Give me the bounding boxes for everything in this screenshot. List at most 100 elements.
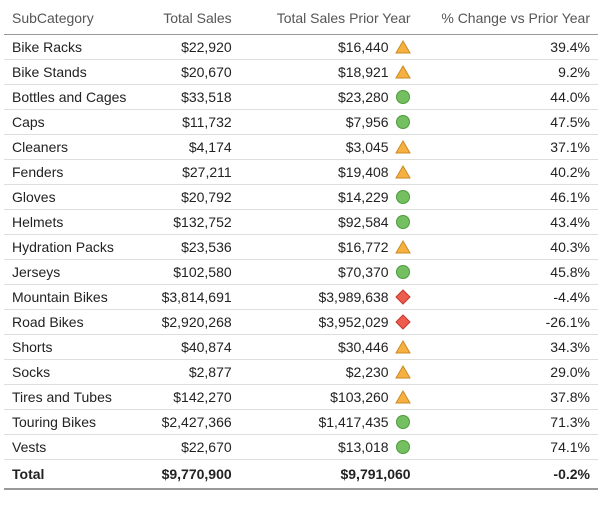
table-row[interactable]: Caps $11,732 $7,956 47.5% [4,110,598,135]
cell-prior-year: $14,229 [240,185,419,210]
table-row[interactable]: Socks $2,877 $2,230 29.0% [4,360,598,385]
cell-prior-year: $30,446 [240,335,419,360]
cell-pct-change: 34.3% [419,335,598,360]
cell-subcategory: Road Bikes [4,310,134,335]
table-row[interactable]: Gloves $20,792 $14,229 46.1% [4,185,598,210]
cell-prior-year: $13,018 [240,435,419,460]
circle-icon [395,214,411,230]
table-row[interactable]: Road Bikes $2,920,268 $3,952,029 -26.1% [4,310,598,335]
prior-year-value: $30,446 [311,339,389,355]
cell-total-sales: $27,211 [134,160,239,185]
cell-subcategory: Touring Bikes [4,410,134,435]
total-prior: $9,791,060 [240,460,419,490]
prior-year-value: $3,952,029 [311,314,389,330]
triangle-up-icon [395,339,411,355]
total-sales: $9,770,900 [134,460,239,490]
cell-pct-change: 44.0% [419,85,598,110]
cell-total-sales: $11,732 [134,110,239,135]
prior-year-value: $3,045 [311,139,389,155]
table-row[interactable]: Tires and Tubes $142,270 $103,260 37.8% [4,385,598,410]
cell-subcategory: Vests [4,435,134,460]
table-row[interactable]: Bike Stands $20,670 $18,921 9.2% [4,60,598,85]
cell-subcategory: Shorts [4,335,134,360]
cell-total-sales: $2,920,268 [134,310,239,335]
cell-total-sales: $22,920 [134,35,239,60]
cell-total-sales: $142,270 [134,385,239,410]
table-row[interactable]: Bike Racks $22,920 $16,440 39.4% [4,35,598,60]
cell-pct-change: 40.3% [419,235,598,260]
prior-year-value: $16,440 [311,39,389,55]
cell-total-sales: $3,814,691 [134,285,239,310]
cell-subcategory: Hydration Packs [4,235,134,260]
circle-icon [395,189,411,205]
prior-year-value: $1,417,435 [311,414,389,430]
cell-prior-year: $3,952,029 [240,310,419,335]
cell-subcategory: Fenders [4,160,134,185]
cell-subcategory: Gloves [4,185,134,210]
cell-prior-year: $70,370 [240,260,419,285]
col-header-total-sales[interactable]: Total Sales [134,4,239,35]
triangle-up-icon [395,64,411,80]
cell-prior-year: $16,772 [240,235,419,260]
cell-total-sales: $40,874 [134,335,239,360]
cell-total-sales: $4,174 [134,135,239,160]
total-row: Total $9,770,900 $9,791,060 -0.2% [4,460,598,490]
cell-total-sales: $20,792 [134,185,239,210]
triangle-up-icon [395,39,411,55]
table-row[interactable]: Cleaners $4,174 $3,045 37.1% [4,135,598,160]
table-row[interactable]: Shorts $40,874 $30,446 34.3% [4,335,598,360]
cell-total-sales: $2,877 [134,360,239,385]
col-header-subcategory[interactable]: SubCategory [4,4,134,35]
cell-total-sales: $22,670 [134,435,239,460]
cell-prior-year: $16,440 [240,35,419,60]
triangle-up-icon [395,364,411,380]
cell-subcategory: Bike Racks [4,35,134,60]
cell-pct-change: 47.5% [419,110,598,135]
table-row[interactable]: Bottles and Cages $33,518 $23,280 44.0% [4,85,598,110]
cell-subcategory: Caps [4,110,134,135]
total-label: Total [4,460,134,490]
table-row[interactable]: Jerseys $102,580 $70,370 45.8% [4,260,598,285]
col-header-prior-year[interactable]: Total Sales Prior Year [240,4,419,35]
cell-pct-change: 9.2% [419,60,598,85]
table-row[interactable]: Mountain Bikes $3,814,691 $3,989,638 -4.… [4,285,598,310]
table-row[interactable]: Hydration Packs $23,536 $16,772 40.3% [4,235,598,260]
diamond-icon [395,289,411,305]
circle-icon [395,414,411,430]
cell-pct-change: -4.4% [419,285,598,310]
prior-year-value: $103,260 [311,389,389,405]
cell-subcategory: Cleaners [4,135,134,160]
cell-prior-year: $2,230 [240,360,419,385]
triangle-up-icon [395,139,411,155]
cell-pct-change: 43.4% [419,210,598,235]
cell-total-sales: $33,518 [134,85,239,110]
table-row[interactable]: Fenders $27,211 $19,408 40.2% [4,160,598,185]
cell-prior-year: $3,989,638 [240,285,419,310]
sales-table: SubCategory Total Sales Total Sales Prio… [4,4,598,490]
table-row[interactable]: Vests $22,670 $13,018 74.1% [4,435,598,460]
prior-year-value: $13,018 [311,439,389,455]
circle-icon [395,114,411,130]
col-header-pct-change[interactable]: % Change vs Prior Year [419,4,598,35]
prior-year-value: $18,921 [311,64,389,80]
total-pct: -0.2% [419,460,598,490]
cell-pct-change: 37.1% [419,135,598,160]
prior-year-value: $16,772 [311,239,389,255]
cell-total-sales: $23,536 [134,235,239,260]
cell-total-sales: $20,670 [134,60,239,85]
table-row[interactable]: Touring Bikes $2,427,366 $1,417,435 71.3… [4,410,598,435]
circle-icon [395,89,411,105]
cell-subcategory: Mountain Bikes [4,285,134,310]
prior-year-value: $92,584 [311,214,389,230]
header-row: SubCategory Total Sales Total Sales Prio… [4,4,598,35]
cell-subcategory: Jerseys [4,260,134,285]
cell-subcategory: Socks [4,360,134,385]
cell-pct-change: 40.2% [419,160,598,185]
triangle-up-icon [395,164,411,180]
triangle-up-icon [395,389,411,405]
cell-subcategory: Bike Stands [4,60,134,85]
cell-prior-year: $19,408 [240,160,419,185]
table-row[interactable]: Helmets $132,752 $92,584 43.4% [4,210,598,235]
cell-prior-year: $18,921 [240,60,419,85]
cell-pct-change: -26.1% [419,310,598,335]
